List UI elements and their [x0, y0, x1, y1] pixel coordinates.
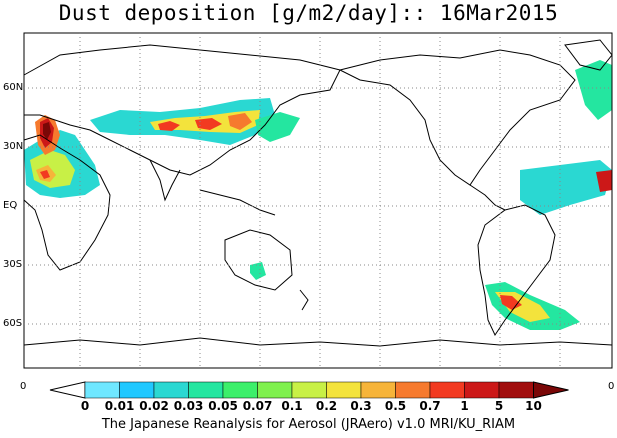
- colorbar-arrow-right: [533, 381, 569, 399]
- colorbar-end-left-label: 0: [20, 381, 27, 392]
- colorbar-tick-label: 0.07: [242, 399, 273, 413]
- colorbar-tick-label: 0.01: [104, 399, 135, 413]
- colorbar-cell: [188, 381, 224, 399]
- dust-region-north-atlantic: [575, 60, 612, 120]
- colorbar-tick-label: 1: [460, 399, 469, 413]
- colorbar-cell: [291, 381, 327, 399]
- coast-north-america: [338, 49, 576, 186]
- colorbar-cell: [464, 381, 500, 399]
- coast-central-america: [469, 184, 506, 211]
- colorbar-tick-label: 0.7: [419, 399, 441, 413]
- colorbar-tick-label: 0.03: [173, 399, 204, 413]
- colorbar-cell: [84, 381, 120, 399]
- colorbar-cell: [153, 381, 189, 399]
- lat-label-eq: EQ: [3, 200, 18, 211]
- colorbar-arrow-left: [49, 381, 86, 399]
- dust-region-patagonia-hot: [500, 295, 522, 310]
- coast-australia: [224, 229, 293, 291]
- lat-label-30n: 30N: [3, 141, 24, 152]
- colorbar-cell: [429, 381, 465, 399]
- coast-se-asia: [199, 189, 276, 216]
- colorbar-cell: [498, 381, 534, 399]
- dust-region-australia: [250, 262, 266, 280]
- dust-region-atlantic-plume: [520, 160, 612, 215]
- colorbar-cell: [257, 381, 293, 399]
- map-frame: [23, 32, 613, 369]
- coast-africa: [23, 134, 111, 271]
- lat-label-30s: 30S: [3, 259, 23, 270]
- colorbar-cell: [326, 381, 362, 399]
- coast-new-zealand: [299, 289, 309, 311]
- coast-greenland: [564, 39, 613, 71]
- colorbar-tick-label: 0.2: [315, 399, 338, 413]
- colorbar-tick-label: 0.05: [208, 399, 238, 413]
- dust-region-asia-hot2: [195, 118, 222, 130]
- dust-region-middle-east-core: [43, 122, 51, 140]
- coast-antarctica: [23, 337, 613, 347]
- dust-region-atlantic-edge: [596, 170, 612, 192]
- lat-label-60n: 60N: [3, 82, 24, 93]
- colorbar: [49, 381, 569, 399]
- dust-region-north-pacific: [255, 112, 300, 142]
- map-title: Dust deposition [g/m2/day]:: 16Mar2015: [58, 1, 559, 25]
- colorbar-tick-label: 0.3: [350, 399, 372, 413]
- dust-region-sahara-max: [40, 170, 50, 179]
- colorbar-cell: [360, 381, 396, 399]
- colorbar-tick-label: 0.5: [384, 399, 407, 413]
- colorbar-tick-label: 10: [525, 399, 542, 413]
- colorbar-end-right-label: 0: [608, 381, 615, 392]
- coast-south-america: [477, 204, 556, 337]
- colorbar-tick-label: 5: [494, 399, 504, 413]
- colorbar-tick-label: 0.02: [139, 399, 169, 413]
- colorbar-tick-label: 0.1: [281, 399, 303, 413]
- footer-credit: The Japanese Reanalysis for Aerosol (JRA…: [101, 417, 516, 432]
- dust-deposition-field: [24, 60, 612, 330]
- colorbar-tick-label: 0: [80, 399, 90, 413]
- lat-label-60s: 60S: [3, 318, 23, 329]
- colorbar-cell: [395, 381, 431, 399]
- dust-region-asia-hot1: [158, 121, 180, 131]
- coast-india: [149, 159, 181, 202]
- dust-region-asia-hot3: [228, 113, 252, 130]
- colorbar-cell: [222, 381, 258, 399]
- colorbar-cell: [119, 381, 155, 399]
